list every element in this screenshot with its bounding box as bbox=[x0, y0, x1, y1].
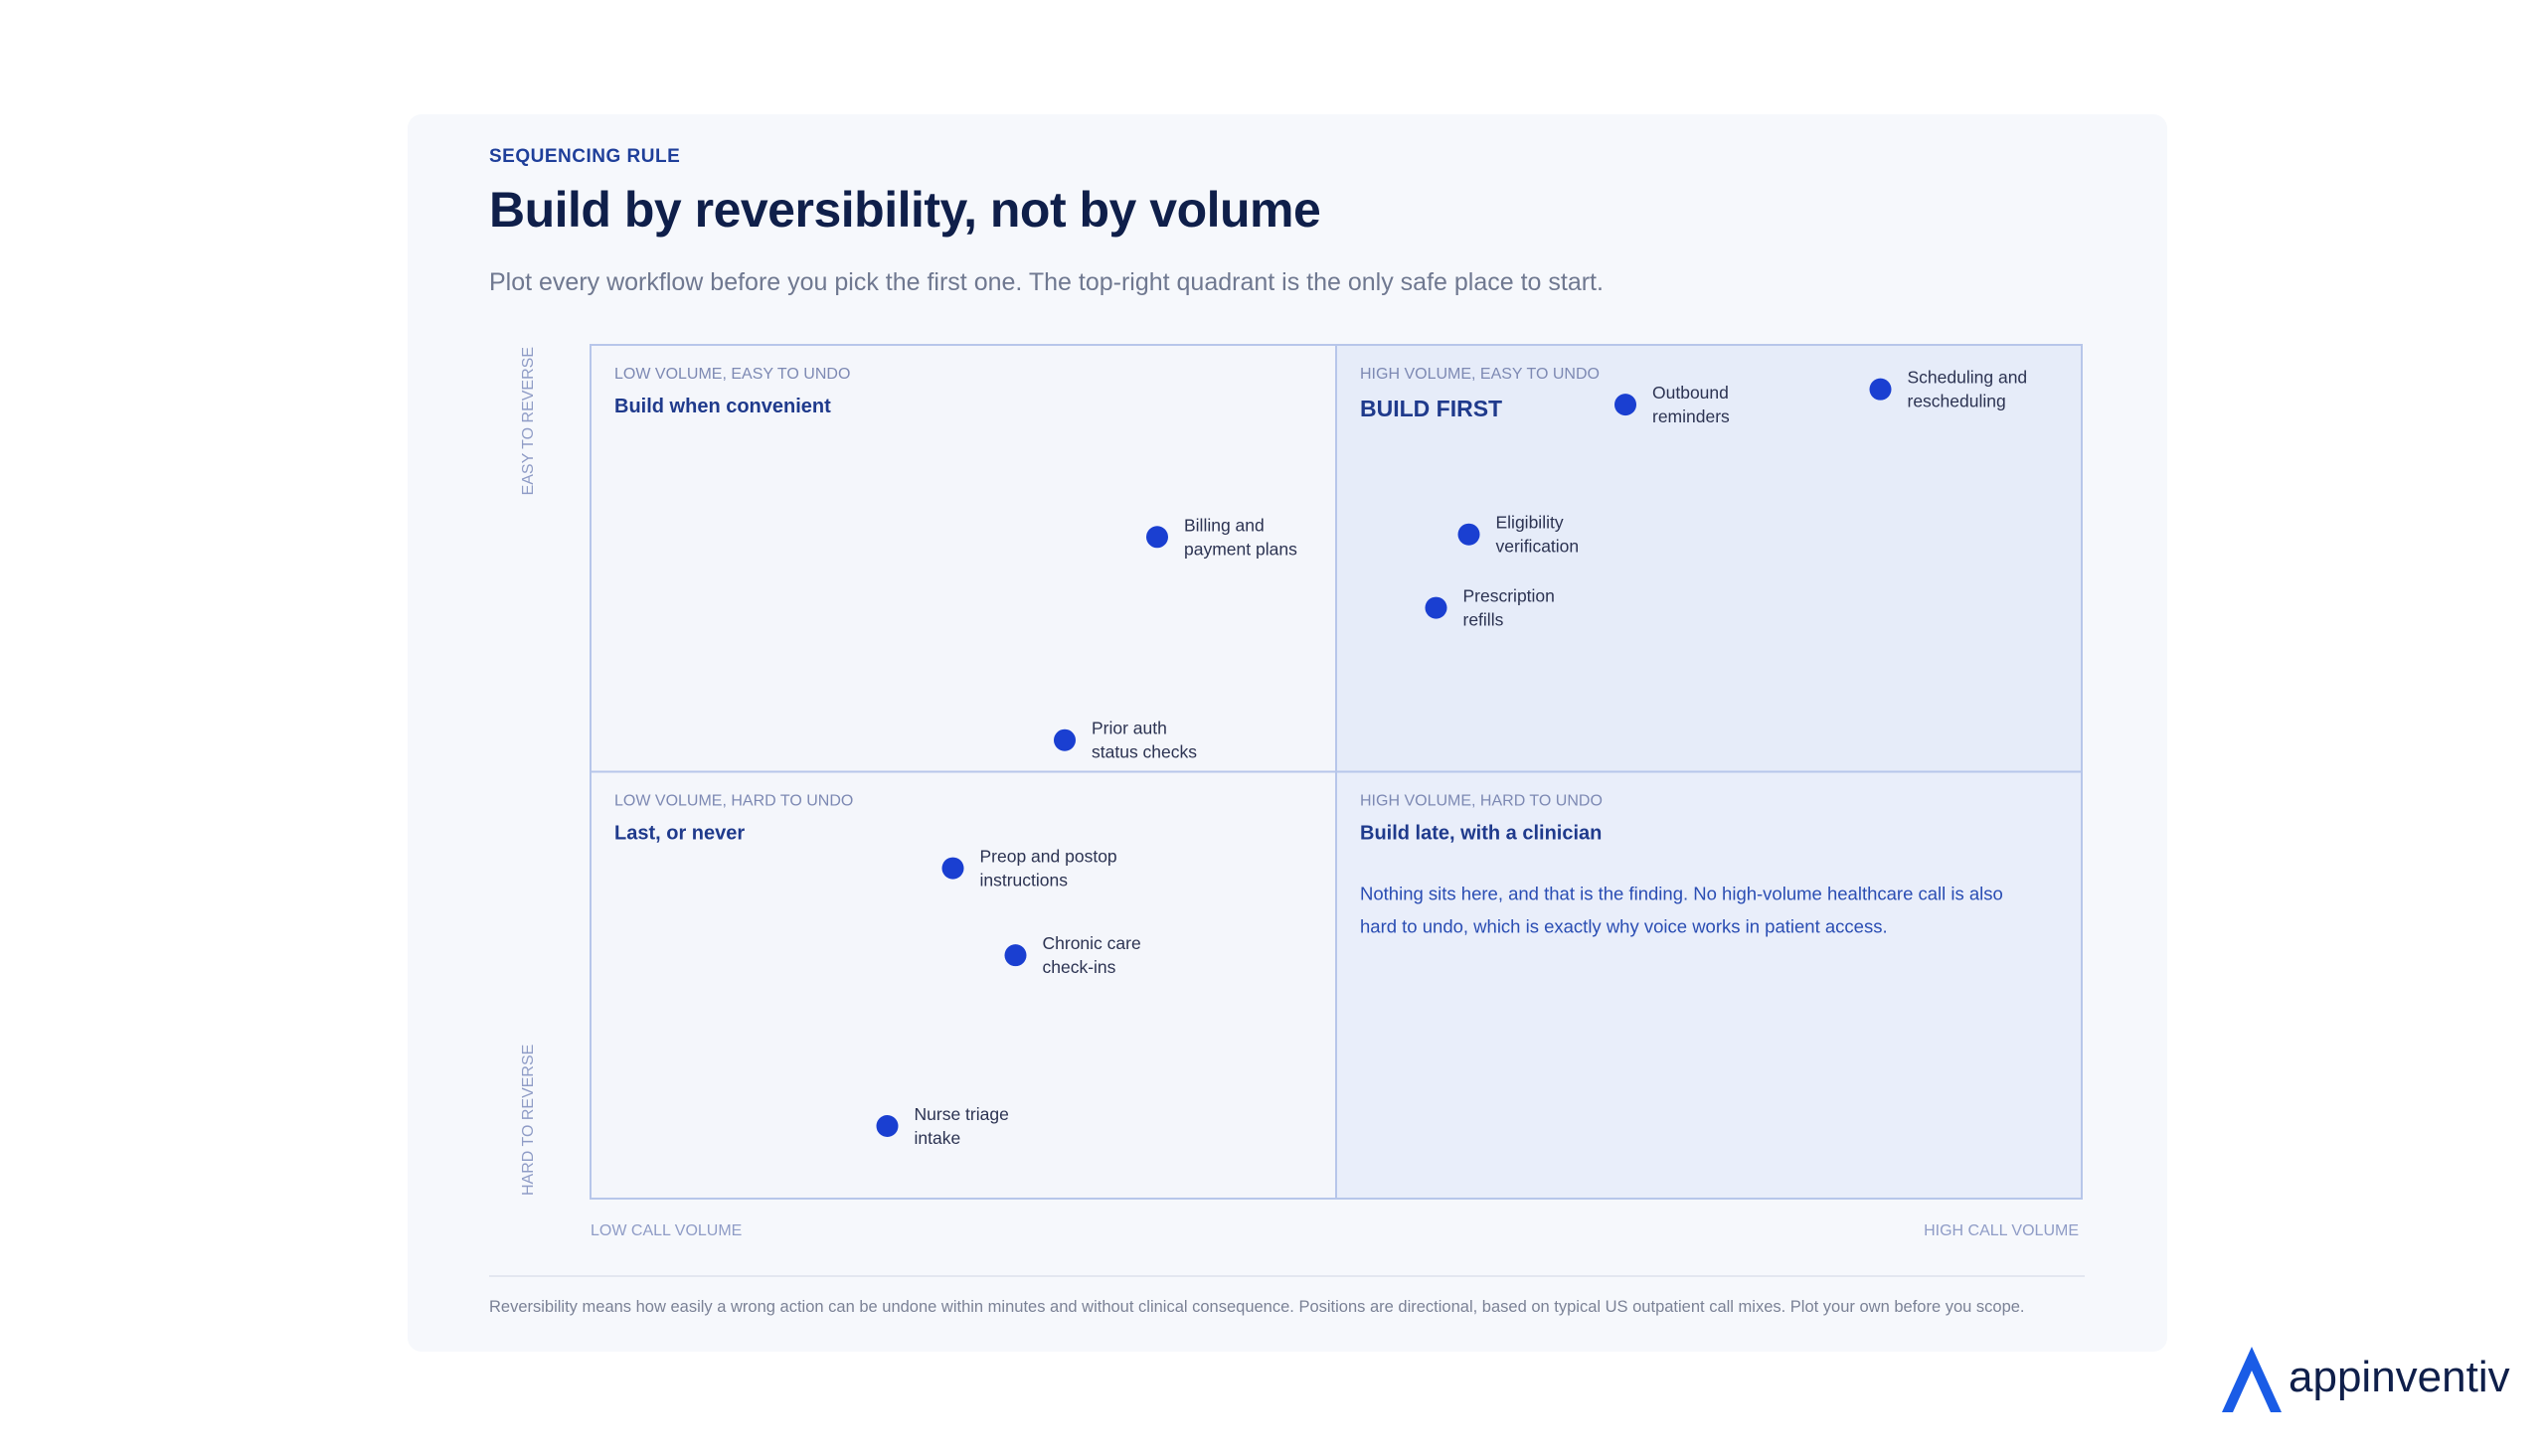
page-subtitle: Plot every workflow before you pick the … bbox=[489, 268, 1604, 296]
footer-divider bbox=[489, 1275, 2085, 1277]
data-point-label: Prescription bbox=[1463, 586, 1555, 606]
quadrant-bottom-left-tag: LOW VOLUME, HARD TO UNDO bbox=[614, 793, 853, 810]
quadrant-top-right-bg bbox=[1336, 345, 2082, 772]
y-axis-low-label: HARD TO REVERSE bbox=[520, 1045, 537, 1196]
quadrant-top-right-heading: BUILD FIRST bbox=[1360, 396, 1502, 421]
footnote: Reversibility means how easily a wrong a… bbox=[489, 1298, 2025, 1316]
quadrant-top-left-tag: LOW VOLUME, EASY TO UNDO bbox=[614, 366, 850, 383]
data-point-label: instructions bbox=[980, 871, 1069, 890]
page-title: Build by reversibility, not by volume bbox=[489, 182, 1321, 238]
data-point-label: rescheduling bbox=[1908, 392, 2006, 411]
data-point bbox=[1457, 523, 1480, 546]
eyebrow-label: SEQUENCING RULE bbox=[489, 146, 681, 167]
quadrant-bottom-left-heading: Last, or never bbox=[614, 823, 745, 845]
appinventiv-logo: appinventiv bbox=[2222, 1347, 2510, 1412]
data-point bbox=[1054, 728, 1076, 751]
quadrant-top-left-bg bbox=[591, 345, 1336, 772]
data-point-label: intake bbox=[915, 1128, 961, 1148]
quadrant-bottom-right-note-line: Nothing sits here, and that is the findi… bbox=[1360, 884, 2003, 904]
data-point-label: Eligibility bbox=[1496, 513, 1564, 533]
data-point bbox=[941, 857, 964, 880]
data-point bbox=[1425, 596, 1447, 619]
quadrant-bottom-left-bg bbox=[591, 771, 1336, 1199]
data-point-label: Outbound bbox=[1652, 383, 1729, 403]
data-point-label: check-ins bbox=[1043, 957, 1116, 977]
quadrant-top-left-heading: Build when convenient bbox=[614, 396, 831, 417]
data-point-label: refills bbox=[1463, 610, 1504, 630]
data-point bbox=[1146, 526, 1168, 549]
data-point-label: Billing and bbox=[1184, 515, 1265, 535]
x-axis-high-label: HIGH CALL VOLUME bbox=[1924, 1222, 2079, 1239]
data-point-label: Nurse triage bbox=[915, 1104, 1009, 1124]
data-point bbox=[876, 1114, 899, 1137]
data-point-label: verification bbox=[1496, 537, 1580, 557]
logo-wordmark: appinventiv bbox=[2289, 1353, 2510, 1401]
data-point-label: Preop and postop bbox=[980, 847, 1117, 867]
x-axis-low-label: LOW CALL VOLUME bbox=[591, 1222, 742, 1239]
data-point-label: Prior auth bbox=[1092, 719, 1167, 738]
data-point bbox=[1004, 944, 1027, 967]
quadrant-bottom-right-heading: Build late, with a clinician bbox=[1360, 823, 1602, 845]
data-point-label: Scheduling and bbox=[1908, 368, 2028, 388]
quadrant-bottom-right-bg bbox=[1336, 771, 2082, 1199]
y-axis-high-label: EASY TO REVERSE bbox=[520, 347, 537, 495]
data-point bbox=[1614, 394, 1636, 416]
data-point bbox=[1869, 378, 1892, 401]
data-point-label: Chronic care bbox=[1043, 933, 1141, 953]
quadrant-bottom-right-note-line: hard to undo, which is exactly why voice… bbox=[1360, 916, 1888, 937]
data-point-label: status checks bbox=[1092, 742, 1197, 762]
quadrant-bottom-right-tag: HIGH VOLUME, HARD TO UNDO bbox=[1360, 793, 1603, 810]
data-point-label: payment plans bbox=[1184, 539, 1297, 559]
quadrant-top-right-tag: HIGH VOLUME, EASY TO UNDO bbox=[1360, 366, 1600, 383]
data-point-label: reminders bbox=[1652, 406, 1730, 426]
logo-mark-icon bbox=[2222, 1347, 2282, 1412]
